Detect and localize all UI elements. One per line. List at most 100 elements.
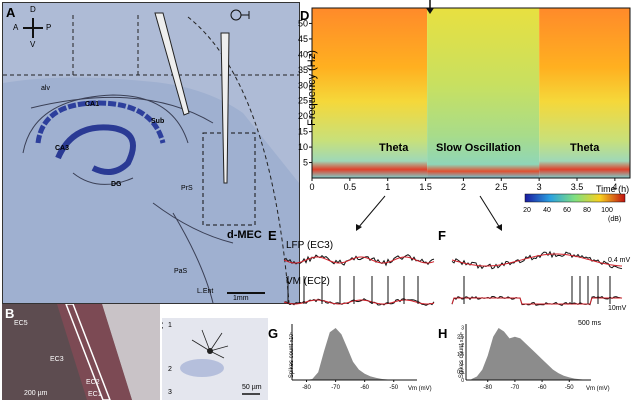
x-tick-label: -70	[331, 385, 340, 391]
lfp-trace	[451, 250, 623, 270]
panel-g-label: G	[268, 326, 279, 341]
brain-section-drawing	[3, 3, 299, 303]
x-tick-label: -60	[538, 385, 547, 391]
x-tick-label: -50	[389, 385, 398, 391]
y-tick-label: 15	[298, 127, 308, 137]
y-tick-label: 45	[298, 34, 308, 44]
y-tick-label: 25	[298, 96, 308, 106]
hist-h-ylabel-text: Spikes count	[459, 343, 465, 379]
hist-g-ylabel: Spikes count x10⁵	[289, 325, 295, 385]
colorbar-tick: 20	[523, 207, 531, 214]
x-tick-label: 0.5	[344, 182, 357, 192]
vm-label: VM (EC2)	[286, 276, 330, 287]
annotation-theta-1: Theta	[379, 142, 409, 154]
scale-bar-a: 1mm	[233, 295, 249, 302]
panel-d-label: D	[300, 8, 310, 23]
y-tick-label: 0.5	[457, 369, 464, 375]
lfp-label: LFP (EC3)	[286, 240, 334, 251]
x-tick-label: -60	[360, 385, 369, 391]
segment-slow_oscillation-1	[427, 8, 540, 178]
histogram-g: -80 -70 -60 -50	[291, 324, 417, 391]
trace-f	[451, 250, 623, 306]
spectrogram-plot	[312, 8, 630, 178]
x-tick-label: 2.5	[495, 182, 508, 192]
hist-h-ylabel: Spikes count x10⁵	[459, 325, 465, 385]
annotation-theta-2: Theta	[570, 142, 600, 154]
y-tick-label: 2.5	[457, 334, 464, 340]
x-tick-label: -70	[511, 385, 520, 391]
y-tick-label: 50	[298, 18, 308, 28]
trace-e	[283, 254, 435, 306]
y-tick-label: 1.5	[457, 352, 464, 358]
compass-v: V	[30, 40, 36, 49]
arrow-head-e	[356, 224, 362, 231]
y-tick-label: 10	[298, 142, 308, 152]
y-tick-label: 35	[298, 65, 308, 75]
hist-g-ylabel-text: Spikes count	[289, 343, 295, 379]
panel-c-label: C	[162, 318, 163, 333]
colorbar-tick: 100	[601, 207, 613, 214]
panel-b-label: B	[5, 306, 15, 321]
compass-d: D	[30, 5, 36, 14]
spectrogram-ylabel: Frequency (Hz)	[306, 50, 318, 126]
region-pas: PaS	[174, 268, 188, 275]
region-prs: PrS	[181, 185, 193, 192]
region-dmec: d-MEC	[227, 229, 262, 241]
hist-g-ylabel-exp: x10⁵	[289, 331, 295, 343]
region-ec3: EC3	[50, 356, 64, 363]
panel-b-image: B EC5 EC3 EC2 EC1 200 µm	[2, 304, 160, 400]
y-tick-label: 40	[298, 49, 308, 59]
x-tick-label: -80	[302, 385, 311, 391]
y-tick-label: 2	[461, 343, 464, 349]
layer-2: 2	[168, 366, 172, 373]
colorbar-tick: 40	[543, 207, 551, 214]
x-tick-label: 3	[537, 182, 542, 192]
hist-h-ylabel-exp: x10⁵	[459, 331, 465, 343]
hist-h-xlabel: Vm (mV)	[586, 386, 610, 392]
colorbar-unit: (dB)	[608, 216, 622, 223]
y-tick-label: 1	[461, 361, 464, 367]
scale-time: 500 ms	[578, 320, 601, 327]
x-tick-label: 1	[385, 182, 390, 192]
layer-3: 3	[168, 389, 172, 396]
scale-bar-b: 200 µm	[24, 390, 48, 397]
arrow-head-f	[496, 224, 502, 231]
spectrogram-frame	[311, 7, 631, 179]
vm-filtered-trace	[283, 299, 435, 305]
colorbar-tick: 80	[583, 207, 591, 214]
panel-f-label: F	[438, 228, 446, 243]
region-ec1: EC1	[88, 391, 102, 398]
y-tick-label: 3	[461, 326, 464, 332]
panel-a-label: A	[6, 5, 16, 20]
neuron-drawing	[162, 318, 268, 400]
histogram-h: -80 -70 -60 -50 0 0.5 1 1.5 2 2.5 3	[457, 324, 591, 391]
region-sub: Sub	[151, 118, 165, 125]
y-tick-label: 30	[298, 80, 308, 90]
colorbar	[524, 193, 626, 203]
region-dg: DG	[111, 181, 122, 188]
x-tick-label: 1.5	[419, 182, 432, 192]
vm-trace	[451, 295, 623, 306]
region-ec5: EC5	[14, 320, 28, 327]
segment-theta-0	[312, 8, 428, 178]
scale-vm: 10mV	[608, 305, 627, 312]
panel-e-label: E	[268, 228, 277, 243]
region-lent: L.Ent	[197, 288, 214, 295]
y-tick-label: 5	[303, 158, 308, 168]
annotation-slow-oscillation: Slow Oscillation	[436, 142, 521, 154]
x-tick-label: -80	[483, 385, 492, 391]
compass-a: A	[13, 23, 19, 32]
panel-c-image: C 1 2 3 50 µm	[162, 318, 268, 400]
colorbar-tick: 60	[563, 207, 571, 214]
panel-h-label: H	[438, 326, 448, 341]
y-tick-label: 0	[461, 378, 464, 384]
section-b-drawing	[2, 304, 160, 400]
region-ec2: EC2	[86, 379, 100, 386]
x-tick-label: -50	[565, 385, 574, 391]
x-tick-label: 2	[461, 182, 466, 192]
y-tick-label: 20	[298, 111, 308, 121]
region-alv: alv	[41, 85, 50, 92]
layer-1: 1	[168, 322, 172, 329]
